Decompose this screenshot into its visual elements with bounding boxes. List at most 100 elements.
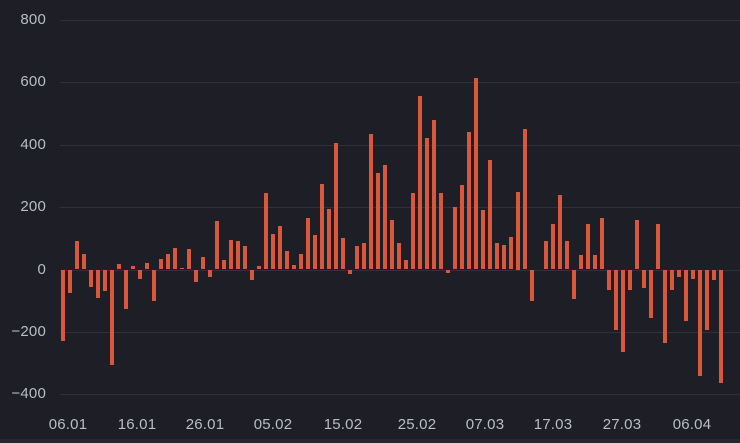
bar[interactable] xyxy=(509,236,513,270)
bar[interactable] xyxy=(383,164,387,270)
bar[interactable] xyxy=(565,241,569,270)
bar[interactable] xyxy=(698,269,702,376)
bar[interactable] xyxy=(502,244,506,270)
bar[interactable] xyxy=(285,250,289,270)
bar[interactable] xyxy=(544,241,548,270)
bar[interactable] xyxy=(145,263,149,270)
bar[interactable] xyxy=(369,133,373,270)
bar[interactable] xyxy=(208,269,212,278)
bar[interactable] xyxy=(117,263,121,270)
bar[interactable] xyxy=(222,259,226,270)
bar[interactable] xyxy=(131,265,135,270)
bar[interactable] xyxy=(236,241,240,270)
bar[interactable] xyxy=(201,257,205,270)
bar[interactable] xyxy=(299,253,303,270)
bar[interactable] xyxy=(257,266,261,270)
bar[interactable] xyxy=(75,241,79,270)
bar[interactable] xyxy=(348,269,352,275)
bar[interactable] xyxy=(600,218,604,270)
bar[interactable] xyxy=(138,269,142,279)
bar[interactable] xyxy=(551,224,555,270)
gridline xyxy=(60,394,740,396)
bar[interactable] xyxy=(530,269,534,301)
bar[interactable] xyxy=(446,269,450,273)
bar[interactable] xyxy=(670,269,674,290)
bar[interactable] xyxy=(397,242,401,270)
bar[interactable] xyxy=(103,269,107,292)
bar[interactable] xyxy=(558,194,562,270)
bar[interactable] xyxy=(194,269,198,282)
bar[interactable] xyxy=(250,269,254,281)
bar[interactable] xyxy=(82,253,86,270)
bar[interactable] xyxy=(516,191,520,270)
bar[interactable] xyxy=(439,193,443,270)
bar[interactable] xyxy=(215,221,219,270)
bar[interactable] xyxy=(355,246,359,270)
bar[interactable] xyxy=(418,96,422,270)
bar[interactable] xyxy=(572,269,576,300)
bar[interactable] xyxy=(166,253,170,270)
bar[interactable] xyxy=(327,208,331,270)
bar[interactable] xyxy=(292,264,296,270)
x-axis-label: 27.03 xyxy=(602,416,642,433)
bar[interactable] xyxy=(61,269,65,342)
bar[interactable] xyxy=(453,207,457,270)
bar[interactable] xyxy=(635,219,639,270)
bar[interactable] xyxy=(390,219,394,270)
bar[interactable] xyxy=(320,183,324,270)
bar[interactable] xyxy=(684,269,688,321)
bar[interactable] xyxy=(152,269,156,301)
bar[interactable] xyxy=(187,249,191,270)
bar[interactable] xyxy=(712,269,716,281)
bar[interactable] xyxy=(334,143,338,270)
bar[interactable] xyxy=(411,193,415,270)
bar[interactable] xyxy=(313,235,317,270)
bar[interactable] xyxy=(621,269,625,353)
bar[interactable] xyxy=(341,238,345,270)
gridline xyxy=(60,82,740,84)
bar[interactable] xyxy=(432,119,436,270)
y-axis-label: 200 xyxy=(20,198,46,216)
bar[interactable] xyxy=(649,269,653,318)
bar[interactable] xyxy=(376,172,380,270)
bar[interactable] xyxy=(705,269,709,331)
bar[interactable] xyxy=(68,269,72,293)
bar[interactable] xyxy=(89,269,93,287)
bar[interactable] xyxy=(96,269,100,298)
bar[interactable] xyxy=(243,246,247,270)
bar[interactable] xyxy=(719,269,723,384)
bar[interactable] xyxy=(481,210,485,270)
bar[interactable] xyxy=(124,269,128,310)
bar[interactable] xyxy=(264,193,268,270)
bar[interactable] xyxy=(474,77,478,270)
bar[interactable] xyxy=(425,138,429,270)
bar[interactable] xyxy=(110,269,114,365)
bar[interactable] xyxy=(271,233,275,270)
bar[interactable] xyxy=(306,218,310,270)
bar[interactable] xyxy=(656,224,660,270)
bar[interactable] xyxy=(159,258,163,270)
bar[interactable] xyxy=(180,267,184,270)
bar[interactable] xyxy=(173,247,177,270)
bar[interactable] xyxy=(362,242,366,270)
bar[interactable] xyxy=(404,260,408,270)
bar[interactable] xyxy=(579,255,583,270)
bar[interactable] xyxy=(467,132,471,270)
x-axis-label: 07.03 xyxy=(465,416,505,433)
bar[interactable] xyxy=(523,129,527,270)
bar[interactable] xyxy=(607,269,611,290)
bar[interactable] xyxy=(495,242,499,270)
bar[interactable] xyxy=(278,225,282,270)
bar[interactable] xyxy=(642,269,646,289)
bar[interactable] xyxy=(628,269,632,290)
bar[interactable] xyxy=(691,269,695,279)
bar[interactable] xyxy=(586,224,590,270)
bar[interactable] xyxy=(677,269,681,278)
bar[interactable] xyxy=(460,185,464,270)
bar[interactable] xyxy=(593,255,597,270)
bar[interactable] xyxy=(663,269,667,343)
bar[interactable] xyxy=(229,239,233,270)
bar[interactable] xyxy=(614,269,618,331)
bar[interactable] xyxy=(488,160,492,270)
